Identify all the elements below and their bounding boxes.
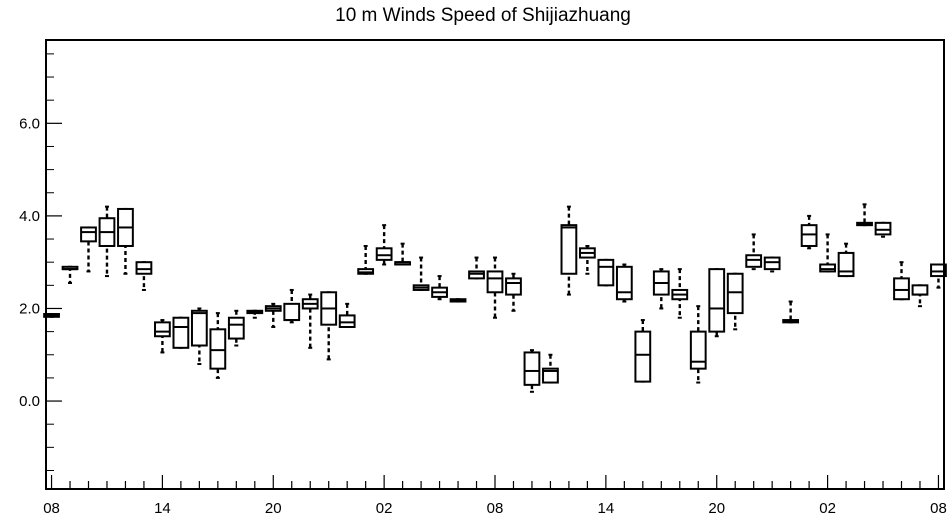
box-iqr: [819, 263, 836, 273]
x-tick-label: 14: [598, 500, 615, 517]
box-iqr: [800, 224, 818, 247]
box-iqr: [486, 270, 504, 294]
box-iqr: [283, 302, 301, 322]
box-iqr: [154, 321, 171, 338]
box-iqr: [542, 367, 559, 384]
x-tick-label: 02: [819, 500, 836, 517]
box-iqr: [338, 314, 356, 328]
x-tick-label: 08: [930, 500, 947, 517]
box-iqr: [837, 251, 855, 278]
box-iqr: [708, 268, 726, 333]
box-iqr: [505, 277, 522, 296]
box-iqr: [172, 316, 190, 349]
box-iqr: [745, 254, 763, 268]
box-iqr: [523, 351, 541, 386]
box-iqr: [209, 328, 227, 370]
x-tick-label: 20: [265, 500, 282, 517]
box-iqr: [911, 284, 929, 296]
box-iqr: [893, 277, 910, 301]
box-iqr: [227, 316, 245, 340]
box-iqr: [80, 226, 97, 243]
y-tick-label: 6.0: [19, 115, 40, 132]
box-iqr: [560, 224, 578, 275]
x-tick-label: 02: [376, 500, 393, 517]
x-tick-label: 14: [154, 500, 171, 517]
box-iqr: [930, 263, 947, 278]
box-iqr: [689, 330, 707, 370]
box-iqr: [468, 270, 485, 280]
x-tick-label: 08: [487, 500, 504, 517]
box-iqr: [615, 265, 633, 301]
chart-title: 10 m Winds Speed of Shijiazhuang: [335, 5, 631, 26]
box-iqr: [874, 221, 892, 236]
box-iqr: [726, 272, 744, 315]
box-iqr: [135, 261, 153, 275]
y-tick-label: 4.0: [19, 208, 40, 225]
box-iqr: [634, 330, 652, 383]
box-iqr: [597, 258, 615, 287]
box-iqr: [763, 256, 781, 271]
box-iqr: [375, 247, 393, 261]
x-tick-label: 20: [708, 500, 725, 517]
y-tick-label: 0.0: [19, 393, 40, 410]
y-tick-label: 2.0: [19, 300, 40, 317]
plot-frame: [45, 39, 945, 490]
x-tick-label: 08: [43, 500, 60, 517]
plot-area: 0.0 2.0 4.0 6.0 08 14 20 02 08 14 20 02 08: [19, 53, 947, 517]
box-iqr: [190, 309, 208, 347]
